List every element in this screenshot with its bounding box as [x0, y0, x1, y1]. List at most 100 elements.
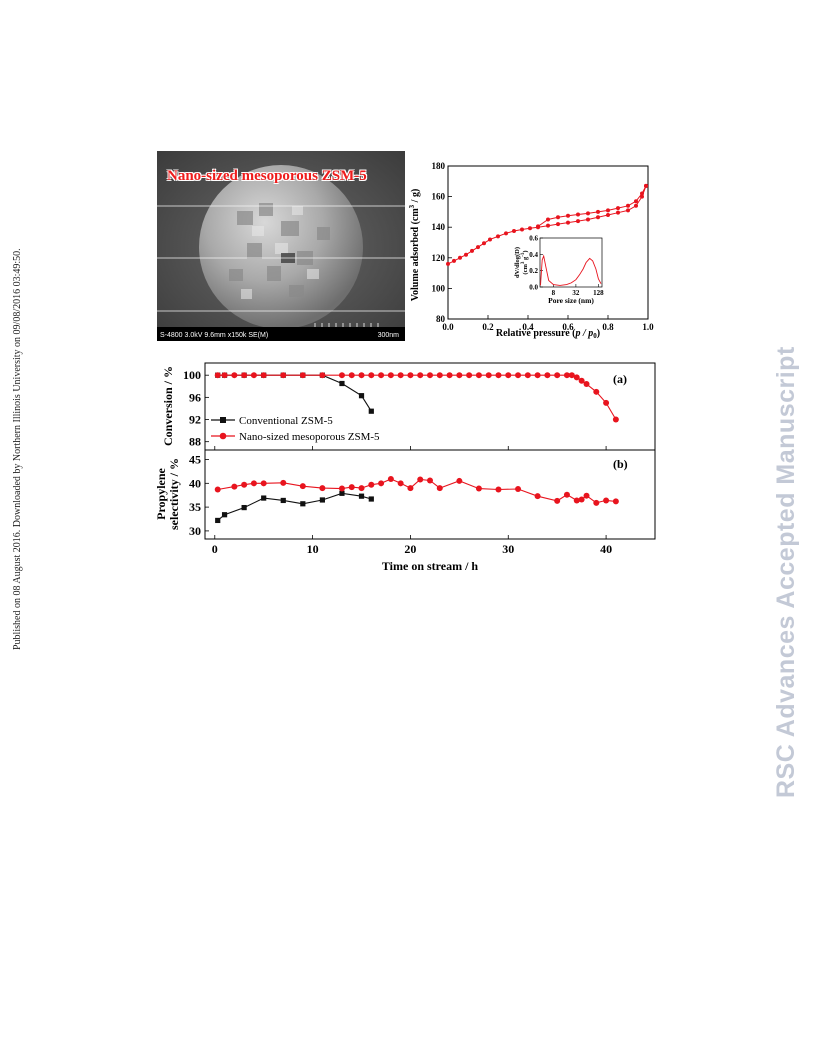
nano-selectivity-point — [593, 499, 600, 506]
legend-conventional-label: Conventional ZSM-5 — [239, 415, 333, 427]
isotherm-point — [596, 215, 600, 220]
isotherm-y-tick-label: 80 — [436, 314, 446, 324]
conventional-selectivity-point — [300, 501, 306, 507]
nano-selectivity-point — [417, 476, 424, 483]
conventional-conversion-line — [217, 374, 372, 412]
panel-b-y-label-line1: Propylene — [155, 467, 168, 519]
isotherm-point — [536, 224, 540, 229]
nano-selectivity-point — [387, 476, 394, 483]
panel-a-y-tick-label: 88 — [189, 435, 201, 449]
nano-conversion-point — [534, 372, 541, 379]
nano-conversion-point — [397, 372, 404, 379]
nano-selectivity-point — [475, 485, 482, 492]
nano-conversion-point — [593, 388, 600, 395]
panel-a-y-tick-label: 100 — [183, 368, 201, 382]
nano-conversion-point — [417, 372, 424, 379]
isotherm-point — [606, 208, 610, 213]
conventional-conversion-point — [339, 380, 345, 387]
panel-b-y-tick-label: 30 — [189, 524, 201, 538]
nano-selectivity-point — [563, 491, 570, 498]
sem-micrograph: Nano-sized mesoporous ZSM-5 S-4800 3.0kV… — [157, 151, 405, 341]
nano-selectivity-point — [358, 485, 365, 492]
inset-y-label-part: 3 — [521, 261, 526, 264]
isotherm-point — [634, 203, 638, 208]
isotherm-point — [470, 248, 474, 253]
isotherm-chart: 0.0 0.2 0.4 0.6 0.8 1.0 80 100 120 140 160 180 8 32 1… — [408, 161, 654, 340]
conventional-selectivity-point — [358, 493, 365, 499]
panel-b-y-tick-label: 35 — [189, 500, 201, 514]
legend-nano-label: Nano-sized mesoporous ZSM-5 — [239, 431, 380, 443]
nano-conversion-point — [524, 372, 531, 379]
conventional-conversion-point — [368, 408, 374, 414]
inset-x-label: Pore size (nm) — [548, 296, 594, 305]
nano-selectivity-point — [578, 496, 585, 503]
isotherm-point — [626, 208, 630, 213]
isotherm-point — [616, 210, 620, 215]
nano-conversion-point — [221, 372, 228, 379]
nano-conversion-point — [358, 372, 365, 379]
inset-x-tick-label: 32 — [572, 289, 580, 297]
nano-conversion-point — [515, 372, 522, 379]
nano-selectivity-point — [573, 497, 580, 504]
isotherm-point — [586, 217, 590, 222]
nano-selectivity-point — [583, 492, 590, 499]
nano-conversion-point — [299, 372, 306, 379]
nano-selectivity-point — [250, 480, 257, 487]
bottom-x-tick-label: 0 — [212, 542, 218, 556]
nano-conversion-point — [319, 372, 326, 379]
conventional-selectivity-point — [339, 490, 345, 496]
nano-selectivity-point — [515, 486, 522, 493]
nano-conversion-point — [338, 372, 345, 379]
publication-note: Published on 08 August 2016. Downloaded … — [12, 248, 23, 650]
isotherm-point — [458, 255, 462, 260]
isotherm-point — [496, 234, 500, 239]
nano-conversion-point — [568, 372, 575, 379]
isotherm-point — [616, 206, 620, 211]
conventional-selectivity-point — [221, 512, 228, 518]
isotherm-point — [520, 227, 524, 232]
nano-conversion-point — [231, 372, 238, 379]
nano-conversion-line — [217, 374, 617, 420]
inset-y-label-line2: (cm3 g-1) — [521, 250, 529, 274]
inset-y-label-part: (cm — [522, 264, 529, 275]
nano-conversion-point — [368, 372, 375, 379]
bottom-x-tick-label: 20 — [404, 542, 416, 556]
sem-scale-label: 300nm — [377, 332, 399, 339]
isotherm-x-tick-label: 1.0 — [642, 322, 654, 332]
nano-conversion-point — [612, 416, 619, 423]
conversion-selectivity-chart: 0 10 20 30 40 88 92 96 100 30 35 40 45 (a) (b) Conve… — [155, 362, 656, 573]
nano-selectivity-point — [407, 485, 414, 492]
isotherm-point — [464, 252, 468, 257]
legend: Conventional ZSM-5 Nano-sized mesoporous… — [211, 415, 380, 443]
nano-selectivity-point — [338, 485, 345, 492]
sem-info: S-4800 3.0kV 9.6mm x150k SE(M) — [160, 332, 269, 339]
isotherm-point — [586, 211, 590, 216]
isotherm-plot-frame — [447, 165, 649, 320]
isotherm-point — [640, 194, 644, 199]
panel-b-y-label-line2: selectivity / % — [167, 458, 181, 530]
sem-info-bar: S-4800 3.0kV 9.6mm x150k SE(M) 300nm — [157, 327, 405, 341]
isotherm-y-tick-label: 100 — [432, 283, 446, 293]
nano-selectivity-point — [260, 480, 267, 487]
nano-conversion-point — [505, 372, 512, 379]
inset-y-tick-label: 0.0 — [529, 284, 538, 292]
inset-y-label-part: ) — [522, 250, 529, 252]
bottom-x-label: Time on stream / h — [382, 559, 479, 573]
nano-selectivity-point — [603, 497, 610, 504]
panel-b-label: (b) — [613, 457, 628, 471]
sem-image — [157, 151, 405, 341]
nano-conversion-point — [436, 372, 443, 379]
panel-a-y-tick-label: 96 — [189, 390, 201, 404]
nano-conversion-point — [578, 377, 585, 384]
inset-frame — [539, 237, 603, 288]
isotherm-point — [546, 217, 550, 222]
conventional-selectivity-line — [217, 492, 372, 521]
nano-conversion-point — [446, 372, 453, 379]
conventional-selectivity-point — [261, 495, 267, 501]
nano-selectivity-point — [436, 485, 443, 492]
nano-conversion-point — [427, 372, 433, 379]
nano-conversion-point — [544, 372, 551, 379]
isotherm-point — [640, 191, 644, 196]
isotherm-point — [566, 213, 570, 218]
